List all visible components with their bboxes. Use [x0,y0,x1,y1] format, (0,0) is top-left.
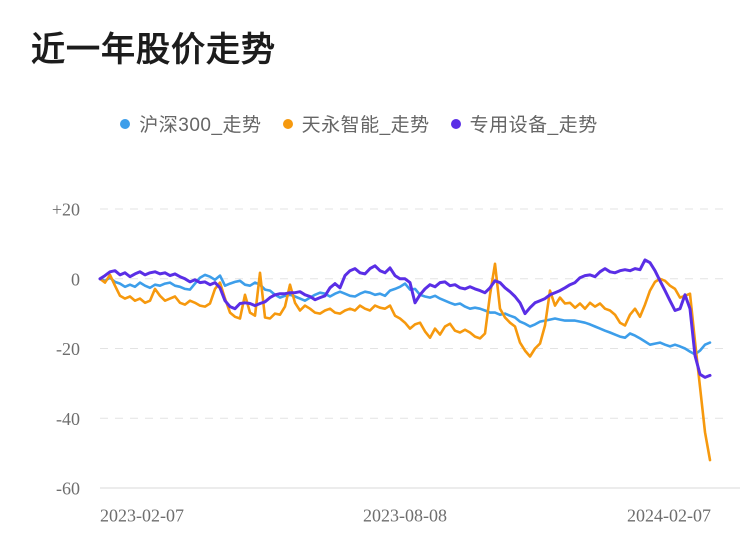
x-tick-label-2023-08-08: 2023-08-08 [363,506,447,526]
legend-item-special-equipment[interactable]: 专用设备_走势 [450,110,598,137]
y-tick-label-0: 0 [71,269,80,289]
csi300-line [98,273,712,356]
y-tick-label--20: -20 [56,339,80,359]
y-tick-label--60: -60 [56,479,80,499]
tianyong-intelligent-legend-dot-icon [282,118,293,129]
x-tick-label-2023-02-07: 2023-02-07 [100,506,184,526]
csi300-legend-label: 沪深300_走势 [139,115,262,136]
legend-item-tianyong-intelligent[interactable]: 天永智能_走势 [282,110,430,137]
special-equipment-line [98,258,712,379]
y-tick-label--40: -40 [56,409,80,429]
y-tick-label-+20: +20 [52,200,80,220]
tianyong-intelligent-line [98,262,712,462]
chart-legend: 沪深300_走势 天永智能_走势 专用设备_走势 [0,110,734,137]
chart-title: 近一年股价走势 [31,31,276,69]
special-equipment-legend-label: 专用设备_走势 [469,115,598,136]
tianyong-intelligent-legend-label: 天永智能_走势 [301,115,430,136]
legend-item-csi300[interactable]: 沪深300_走势 [120,110,261,137]
csi300-legend-dot-icon [120,118,131,129]
x-tick-label-2024-02-07: 2024-02-07 [627,506,711,526]
line-chart-canvas: +20 0 -20 -40 -60 2023-02-07 2023-08-08 2024-02… [52,200,740,526]
special-equipment-legend-dot-icon [450,118,461,129]
